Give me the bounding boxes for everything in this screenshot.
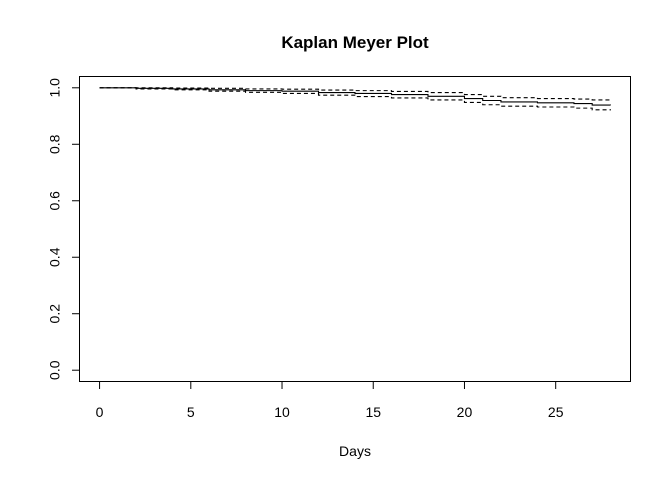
y-tick-label: 0.2	[47, 304, 63, 324]
x-axis-label: Days	[339, 443, 371, 459]
x-tick-label: 5	[187, 404, 195, 420]
series-estimate-line	[99, 87, 611, 106]
x-tick-label: 15	[365, 404, 381, 420]
x-tick-label: 10	[274, 404, 290, 420]
x-tick-label: 20	[457, 404, 473, 420]
y-tick-label: 0.0	[47, 360, 63, 380]
series-layer	[99, 87, 611, 111]
x-tick-label: 25	[548, 404, 564, 420]
x-tick-label: 0	[96, 404, 104, 420]
x-axis: 0 5 10 15 20 25	[96, 381, 564, 420]
y-axis: 0.0 0.2 0.4 0.6 0.8 1.0	[47, 78, 80, 380]
series-lower-line	[99, 87, 611, 111]
chart-title: Kaplan Meyer Plot	[281, 33, 429, 52]
y-tick-label: 1.0	[47, 78, 63, 98]
y-tick-label: 0.4	[47, 247, 63, 267]
y-tick-label: 0.8	[47, 134, 63, 154]
series-upper-line	[99, 87, 611, 101]
plot-frame	[79, 76, 631, 382]
y-tick-label: 0.6	[47, 191, 63, 211]
